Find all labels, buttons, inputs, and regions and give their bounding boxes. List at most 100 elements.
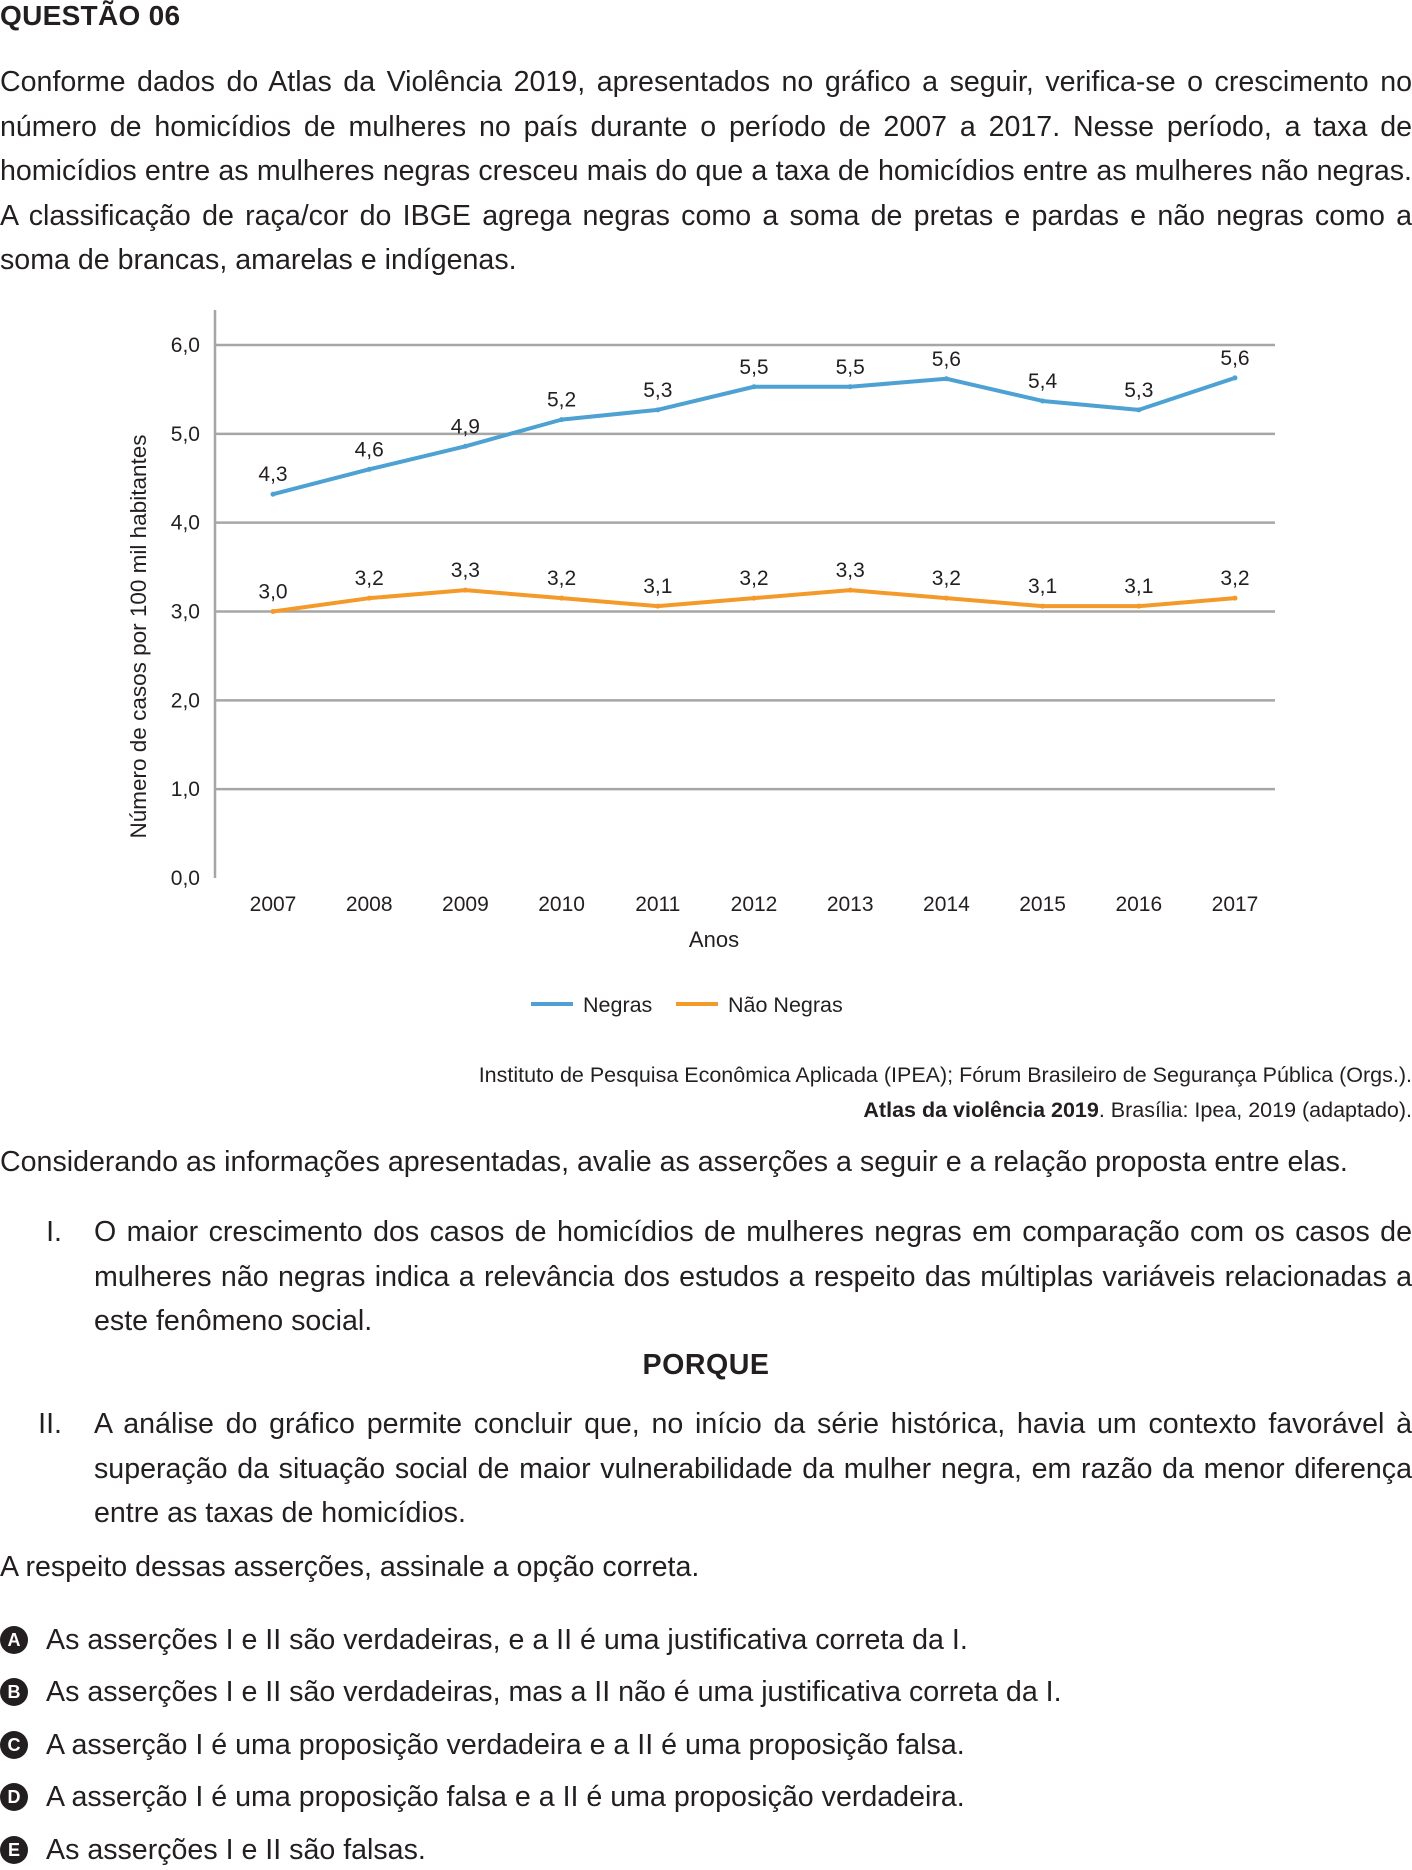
- x-axis-title: Anos: [689, 927, 739, 952]
- series-line-nao-negras: [271, 588, 1237, 614]
- option-e[interactable]: E As asserções I e II são falsas.: [0, 1830, 426, 1870]
- data-point: [655, 603, 661, 609]
- data-label: 4,9: [451, 415, 480, 438]
- data-point: [1232, 375, 1238, 381]
- data-point: [751, 595, 757, 601]
- data-label: 3,2: [932, 567, 961, 590]
- data-label: 5,4: [1028, 370, 1058, 393]
- assertion-number: I.: [46, 1216, 62, 1248]
- data-label: 3,2: [547, 567, 576, 590]
- x-tick-label: 2009: [442, 893, 489, 916]
- data-point: [943, 376, 949, 382]
- data-label: 3,2: [355, 567, 384, 590]
- data-point: [1232, 595, 1238, 601]
- data-label: 3,0: [258, 581, 287, 604]
- x-tick-label: 2011: [635, 893, 680, 916]
- option-text: As asserções I e II são verdadeiras, mas…: [46, 1675, 1062, 1708]
- data-label: 5,3: [1124, 379, 1153, 402]
- question-heading: QUESTÃO 06: [0, 0, 181, 31]
- option-letter-badge: C: [0, 1731, 28, 1759]
- option-letter-badge: B: [0, 1678, 28, 1706]
- y-tick-label: 1,0: [171, 778, 200, 801]
- source-line-2: Atlas da violência 2019. Brasília: Ipea,…: [479, 1093, 1412, 1128]
- data-label: 4,3: [258, 463, 287, 486]
- data-point: [270, 491, 276, 497]
- y-tick-label: 0,0: [171, 867, 200, 890]
- assertion-text: O maior crescimento dos casos de homicíd…: [94, 1216, 1412, 1337]
- option-text: As asserções I e II são verdadeiras, e a…: [46, 1623, 968, 1656]
- data-point: [1136, 603, 1142, 609]
- source-rest: . Brasília: Ipea, 2019 (adaptado).: [1098, 1098, 1412, 1122]
- data-label: 5,6: [1220, 347, 1249, 370]
- source-line-1: Instituto de Pesquisa Econômica Aplicada…: [478, 1063, 1412, 1087]
- x-tick-label: 2007: [250, 893, 297, 916]
- option-text: A asserção I é uma proposição falsa e a …: [46, 1780, 965, 1813]
- data-point: [559, 417, 565, 423]
- x-tick-label: 2008: [346, 893, 393, 916]
- y-tick-label: 6,0: [171, 334, 200, 357]
- series-line-negras: [271, 375, 1237, 497]
- x-tick-label: 2014: [923, 893, 970, 916]
- data-label: 3,1: [1028, 575, 1057, 598]
- question-intro: Conforme dados do Atlas da Violência 201…: [0, 60, 1412, 283]
- data-point: [847, 587, 853, 593]
- option-letter-badge: E: [0, 1836, 28, 1864]
- assertion-text: A análise do gráfico permite concluir qu…: [94, 1408, 1412, 1529]
- consider-text: Considerando as informações apresentadas…: [0, 1146, 1348, 1178]
- option-text: A asserção I é uma proposição verdadeira…: [46, 1728, 965, 1761]
- data-point: [1040, 603, 1046, 609]
- data-point: [1136, 407, 1142, 413]
- data-label: 5,5: [739, 356, 768, 379]
- option-letter-badge: A: [0, 1626, 28, 1654]
- legend-label: Não Negras: [728, 993, 843, 1017]
- chart-source: Instituto de Pesquisa Econômica Aplicada…: [479, 1058, 1412, 1128]
- data-label: 5,6: [932, 348, 961, 371]
- intro-text: Conforme dados do Atlas da Violência 201…: [0, 66, 1412, 276]
- data-label: 4,6: [355, 438, 384, 461]
- data-label: 3,1: [643, 575, 672, 598]
- data-point: [462, 587, 468, 593]
- x-tick-label: 2012: [731, 893, 778, 916]
- y-tick-label: 5,0: [171, 423, 200, 446]
- data-label: 3,1: [1124, 575, 1153, 598]
- data-label: 5,2: [547, 389, 576, 412]
- data-point: [655, 407, 661, 413]
- data-point: [366, 466, 372, 472]
- y-axis-title: Número de casos por 100 mil habitantes: [126, 435, 151, 839]
- y-tick-label: 3,0: [171, 601, 200, 624]
- option-b[interactable]: B As asserções I e II são verdadeiras, m…: [0, 1672, 1062, 1712]
- option-text: As asserções I e II são falsas.: [46, 1833, 426, 1866]
- legend-label: Negras: [583, 993, 652, 1017]
- data-label: 5,3: [643, 379, 672, 402]
- data-label: 3,2: [1220, 567, 1249, 590]
- x-tick-label: 2013: [827, 893, 874, 916]
- assertion-1: I. O maior crescimento dos casos de homi…: [0, 1210, 1412, 1344]
- data-point: [751, 384, 757, 390]
- assertion-2: II. A análise do gráfico permite conclui…: [0, 1402, 1412, 1536]
- data-point: [366, 595, 372, 601]
- x-tick-label: 2016: [1115, 893, 1162, 916]
- data-point: [1040, 398, 1046, 404]
- assertion-number: II.: [38, 1408, 62, 1440]
- data-label: 3,3: [451, 559, 480, 582]
- source-title: Atlas da violência 2019: [863, 1098, 1099, 1122]
- y-tick-label: 4,0: [171, 512, 200, 535]
- data-label: 5,5: [836, 356, 865, 379]
- homicide-rate-chart: 0,0 1,0 2,0 3,0 4,0 5,0 6,0 2007 2008 2009 2010 201…: [126, 310, 1275, 1017]
- option-a[interactable]: A As asserções I e II são verdadeiras, e…: [0, 1620, 968, 1660]
- option-letter-badge: D: [0, 1783, 28, 1811]
- y-tick-label: 2,0: [171, 689, 200, 712]
- x-tick-label: 2010: [538, 893, 585, 916]
- data-point: [943, 595, 949, 601]
- answer-prompt: A respeito dessas asserções, assinale a …: [0, 1551, 700, 1583]
- data-label: 3,2: [739, 567, 768, 590]
- data-label: 3,3: [836, 559, 865, 582]
- data-point: [559, 595, 565, 601]
- option-c[interactable]: C A asserção I é uma proposição verdadei…: [0, 1725, 965, 1765]
- data-point: [270, 609, 276, 614]
- x-tick-label: 2015: [1019, 893, 1066, 916]
- option-d[interactable]: D A asserção I é uma proposição falsa e …: [0, 1777, 965, 1817]
- x-tick-label: 2017: [1212, 893, 1259, 916]
- data-point: [462, 443, 468, 449]
